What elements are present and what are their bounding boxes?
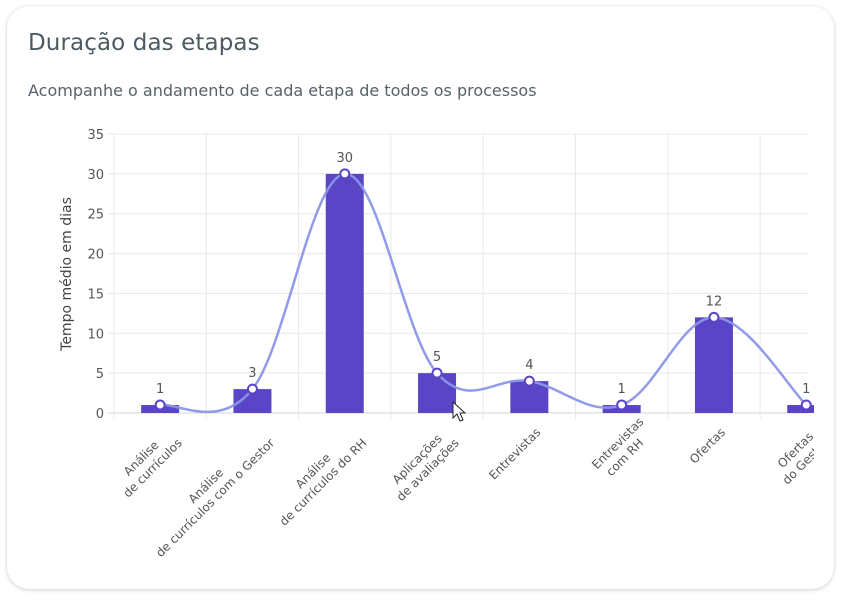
y-axis-label: Tempo médio em dias (59, 197, 75, 352)
mouse-cursor-icon (452, 400, 467, 422)
card-subtitle: Acompanhe o andamento de cada etapa de t… (28, 81, 537, 100)
y-tick-label: 25 (87, 208, 104, 223)
line-marker (708, 311, 720, 323)
y-tick-label: 0 (96, 407, 104, 422)
smooth-line (159, 172, 808, 414)
data-label: 3 (248, 366, 256, 381)
line-marker (431, 367, 443, 379)
data-labels: 1 3 30 5 4 1 12 1 (156, 151, 810, 397)
data-label: 1 (618, 382, 626, 397)
x-tick-label: Entrevistas (486, 425, 543, 482)
y-tick-label: 30 (87, 168, 104, 183)
bar (694, 317, 733, 413)
y-tick-label: 15 (87, 287, 104, 302)
data-label: 12 (706, 294, 723, 309)
line-marker (616, 399, 628, 411)
x-tick-label-line: de currículos do RH (277, 436, 370, 529)
bar (418, 373, 457, 413)
y-tick-label: 10 (87, 327, 104, 342)
line-markers (154, 168, 812, 411)
data-label: 30 (336, 151, 353, 166)
line-marker (246, 383, 258, 395)
bar-series (141, 173, 814, 413)
data-label: 4 (525, 358, 533, 373)
y-tick-label: 5 (96, 367, 104, 382)
card-title: Duração das etapas (28, 30, 260, 56)
line-marker (339, 168, 351, 180)
x-tick-label: Ofertas (687, 425, 728, 466)
line-marker (154, 399, 166, 411)
y-tick-label: 20 (87, 248, 104, 263)
x-tick-label-line: Entrevistas (486, 425, 543, 482)
bar (233, 389, 272, 413)
chart-card: Duração das etapas Acompanhe o andamento… (7, 6, 834, 589)
bar (787, 405, 814, 413)
y-tick-label: 35 (87, 128, 104, 143)
bar (325, 173, 364, 413)
line-marker (523, 375, 535, 387)
data-label: 1 (156, 382, 164, 397)
y-axis-ticks: 0 5 10 15 20 25 30 35 (87, 128, 104, 422)
data-label: 5 (433, 350, 441, 365)
line-marker (800, 399, 812, 411)
x-tick-label-line: Ofertas (687, 425, 728, 466)
line-series (159, 172, 808, 414)
data-label: 1 (802, 382, 810, 397)
grid-lines (108, 133, 808, 419)
